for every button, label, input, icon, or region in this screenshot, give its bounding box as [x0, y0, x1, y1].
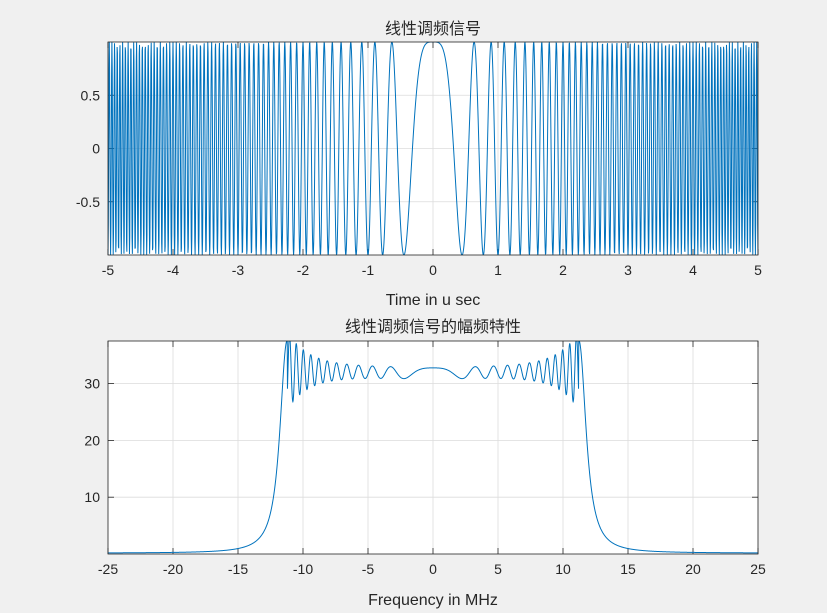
x-tick-label: -5 [102, 262, 115, 278]
x-tick-label: 20 [685, 561, 701, 577]
chart-title: 线性调频信号的幅频特性 [345, 318, 521, 336]
y-tick-labels: 10 20 30 [84, 376, 100, 506]
y-tick-label: -0.5 [76, 194, 100, 210]
x-tick-labels: -25 -20 -15 -10 -5 0 5 10 15 20 25 [98, 561, 766, 577]
x-tick-label: -3 [232, 262, 245, 278]
x-tick-labels: -5 -4 -3 -2 -1 0 1 2 3 4 5 [102, 262, 762, 278]
x-tick-label: 5 [494, 561, 502, 577]
axes-box [107, 340, 759, 555]
x-axis-label: Time in u sec [386, 292, 481, 309]
x-tick-label: -4 [167, 262, 180, 278]
x-tick-label: 25 [750, 561, 766, 577]
x-tick-label: -25 [98, 561, 118, 577]
x-tick-label: -1 [362, 262, 375, 278]
x-tick-label: -20 [163, 561, 183, 577]
x-tick-label: -5 [362, 561, 375, 577]
x-tick-label: 5 [754, 262, 762, 278]
chart-title: 线性调频信号 [385, 20, 481, 38]
spectrum-axes[interactable]: -25 -20 -15 -10 -5 0 5 10 15 20 25 10 20 30 线性调频信号的幅… [84, 318, 766, 609]
y-tick-label: 10 [84, 489, 100, 505]
chirp-time-axes[interactable]: -5 -4 -3 -2 -1 0 1 2 3 4 5 -0.5 0 0.5 线性调频信号 Time in… [76, 20, 762, 309]
y-tick-label: 30 [84, 376, 100, 392]
x-tick-label: -2 [297, 262, 310, 278]
x-tick-label: 0 [429, 561, 437, 577]
chirp-signal-line [108, 42, 758, 255]
x-tick-label: -10 [293, 561, 313, 577]
y-tick-label: 0 [92, 141, 100, 157]
x-tick-label: -15 [228, 561, 248, 577]
y-tick-labels: -0.5 0 0.5 [76, 87, 100, 210]
spectrum-magnitude-line [108, 341, 758, 554]
x-tick-label: 3 [624, 262, 632, 278]
axes-box [107, 41, 759, 256]
x-tick-label: 10 [555, 561, 571, 577]
x-axis-label: Frequency in MHz [368, 592, 498, 609]
y-tick-label: 0.5 [81, 87, 101, 103]
x-tick-label: 15 [620, 561, 636, 577]
y-tick-label: 20 [84, 432, 100, 448]
x-tick-label: 0 [429, 262, 437, 278]
x-tick-label: 4 [689, 262, 697, 278]
x-tick-label: 1 [494, 262, 502, 278]
x-tick-label: 2 [559, 262, 567, 278]
